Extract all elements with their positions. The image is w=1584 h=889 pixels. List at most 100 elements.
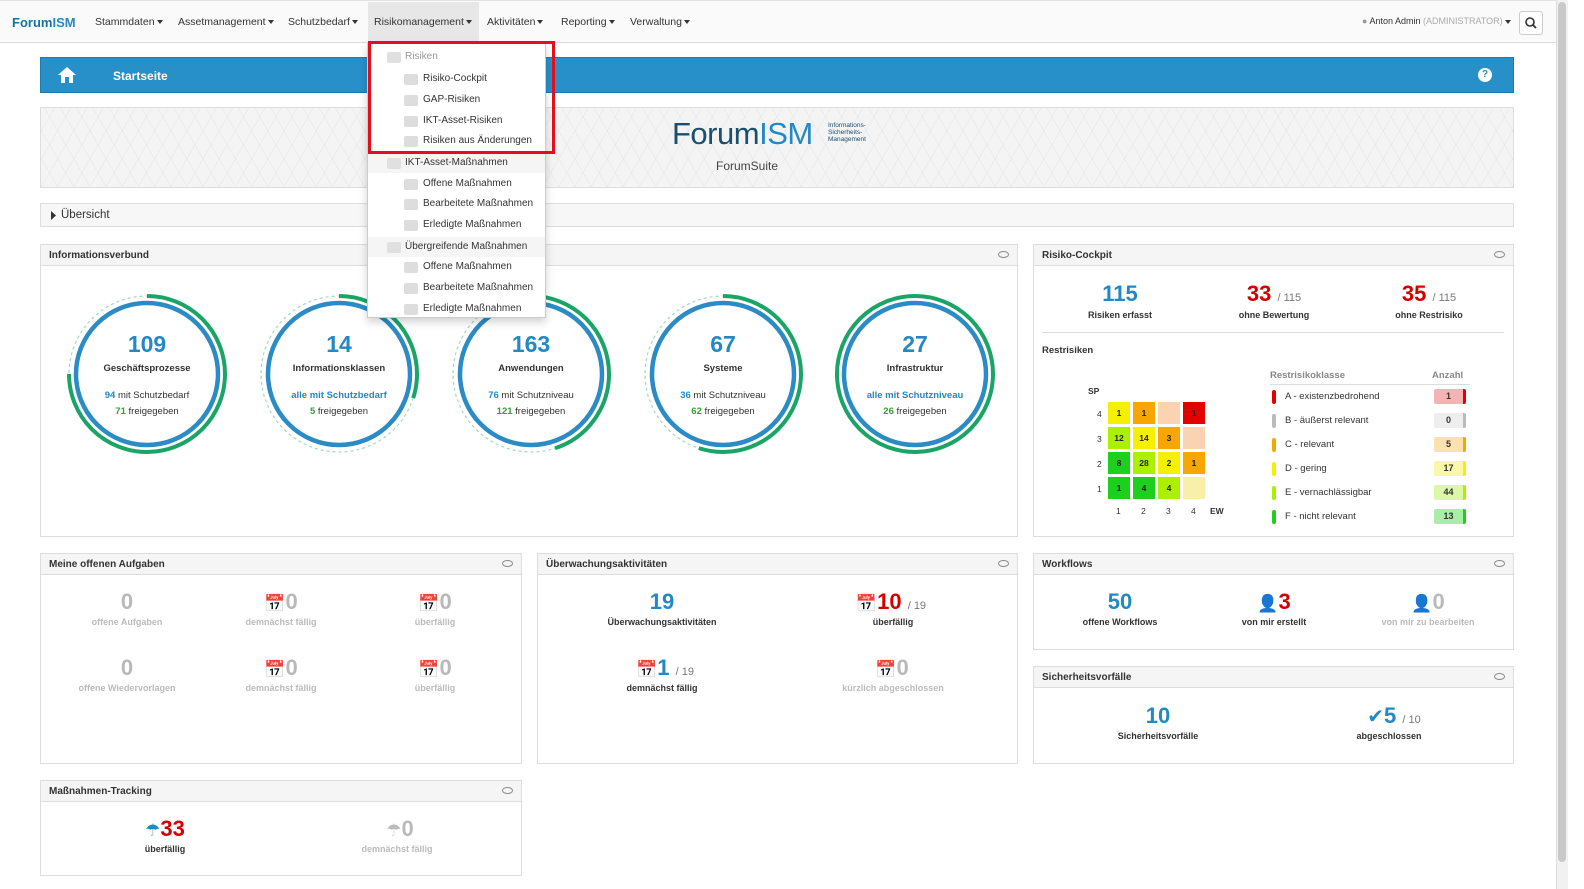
menu-item-ikt-asset-massnahmen[interactable]: IKT-Asset-Maßnahmen: [368, 153, 545, 173]
heatmap-cell[interactable]: 12: [1108, 427, 1130, 449]
tracking-overdue-label: überfällig: [144, 844, 186, 854]
monitoring-due-soon[interactable]: 📅1 / 19: [636, 655, 694, 680]
ring-line-2: 5 freigegeben: [309, 406, 369, 417]
eye-icon[interactable]: [502, 560, 513, 567]
nav-reporting[interactable]: Reporting: [555, 2, 621, 43]
ring-geschäftsprozesse[interactable]: 109 Geschäftsprozesse 94 mit Schutzbedarf 7…: [63, 290, 231, 458]
residual-class-row[interactable]: F - nicht relevant 13: [1272, 509, 1472, 525]
menu-item-offene-massnahmen[interactable]: Offene Maßnahmen: [368, 174, 545, 194]
class-name: F - nicht relevant: [1285, 511, 1356, 522]
heatmap-cell[interactable]: 28: [1133, 452, 1155, 474]
page-title: Startseite: [113, 69, 168, 83]
menu-item-risiko-cockpit[interactable]: Risiko-Cockpit: [368, 69, 545, 89]
heatmap-cell[interactable]: 3: [1158, 427, 1180, 449]
panel-title: Meine offenen Aufgaben: [49, 559, 165, 570]
menu-item-bearbeitete-massnahmen-2[interactable]: Bearbeitete Maßnahmen: [368, 278, 545, 298]
ring-label: Geschäftsprozesse: [103, 363, 191, 374]
task-count[interactable]: 📅0: [418, 589, 452, 614]
panel-title: Sicherheitsvorfälle: [1042, 672, 1132, 683]
overview-toggle[interactable]: Übersicht: [40, 203, 1514, 227]
calendar-icon: 📅: [418, 660, 440, 679]
heatmap-cell[interactable]: 8: [1108, 452, 1130, 474]
ring-infrastruktur[interactable]: 27 Infrastruktur alle mit Schutzniveau 26 f…: [831, 290, 999, 458]
incidents-total[interactable]: 10: [1145, 703, 1171, 728]
truck-icon: [404, 199, 418, 210]
class-header: Restrisikoklasse: [1270, 370, 1345, 381]
ring-line-2: 26 freigegeben: [883, 406, 947, 417]
heatmap-cell[interactable]: 14: [1133, 427, 1155, 449]
menu-item-ikt-asset-risiken[interactable]: IKT-Asset-Risiken: [368, 111, 545, 131]
risks-unrated[interactable]: 33 / 115: [1246, 281, 1302, 306]
check-icon: ✔: [1367, 706, 1385, 728]
eye-icon[interactable]: [1494, 560, 1505, 567]
menu-item-offene-massnahmen-2[interactable]: Offene Maßnahmen: [368, 257, 545, 277]
nav-assetmanagement[interactable]: Assetmanagement: [172, 2, 280, 43]
heatmap-cell[interactable]: [1158, 402, 1180, 424]
heatmap-cell[interactable]: 1: [1108, 402, 1130, 424]
eye-icon[interactable]: [1494, 251, 1505, 258]
residual-class-row[interactable]: D - gering 17: [1272, 461, 1472, 477]
ring-systeme[interactable]: 67 Systeme 36 mit Schutzniveau 62 freigegeb…: [639, 290, 807, 458]
menu-item-erledigte-massnahmen-2[interactable]: Erledigte Maßnahmen: [368, 299, 545, 319]
menu-item-risiken-aus-aenderungen[interactable]: Risiken aus Änderungen: [368, 131, 545, 151]
residual-risks-title: Restrisiken: [1042, 345, 1094, 356]
nav-schutzbedarf[interactable]: Schutzbedarf: [282, 2, 364, 43]
monitoring-overdue-label: überfällig: [872, 617, 914, 627]
list-icon: [387, 52, 401, 63]
nav-verwaltung[interactable]: Verwaltung: [624, 2, 696, 43]
menu-item-gap-risiken[interactable]: GAP-Risiken: [368, 90, 545, 110]
help-icon[interactable]: ?: [1478, 68, 1492, 82]
monitoring-total[interactable]: 19: [649, 589, 675, 614]
heatmap-col-label: 1: [1116, 506, 1121, 516]
search-button[interactable]: [1519, 11, 1543, 35]
heatmap-row-label: 4: [1097, 409, 1102, 419]
monitoring-overdue[interactable]: 📅10 / 19: [855, 589, 927, 614]
risks-total[interactable]: 115: [1102, 281, 1138, 306]
heatmap-cell[interactable]: 4: [1158, 477, 1180, 499]
eye-icon[interactable]: [1494, 673, 1505, 680]
incidents-closed[interactable]: ✔5 / 10: [1367, 703, 1421, 728]
heatmap-cell[interactable]: 1: [1133, 402, 1155, 424]
menu-item-bearbeitete-massnahmen[interactable]: Bearbeitete Maßnahmen: [368, 194, 545, 214]
heatmap-cell[interactable]: 1: [1183, 452, 1205, 474]
menu-item-uebergreifende-massnahmen[interactable]: Übergreifende Maßnahmen: [368, 237, 545, 257]
task-label: offene Aufgaben: [91, 617, 163, 627]
task-count[interactable]: 0: [120, 589, 134, 614]
residual-class-row[interactable]: C - relevant 5: [1272, 437, 1472, 453]
eye-icon[interactable]: [502, 787, 513, 794]
task-count[interactable]: 📅0: [418, 655, 452, 680]
warning-icon: [404, 74, 418, 85]
heatmap-cell[interactable]: [1183, 477, 1205, 499]
heatmap-cell[interactable]: 1: [1183, 402, 1205, 424]
monitoring-completed[interactable]: 📅0: [875, 655, 909, 680]
workflows-created[interactable]: 👤3: [1257, 589, 1291, 614]
tracking-overdue[interactable]: ☂33: [145, 816, 185, 841]
nav-risikomanagement[interactable]: Risikomanagement: [368, 2, 479, 43]
eye-icon[interactable]: [998, 251, 1009, 258]
nav-stammdaten[interactable]: Stammdaten: [89, 2, 169, 43]
risks-no-residual[interactable]: 35 / 115: [1401, 281, 1457, 306]
brand-logo[interactable]: ForumISM: [12, 15, 76, 30]
task-count[interactable]: 📅0: [264, 655, 298, 680]
class-name: C - relevant: [1285, 439, 1335, 450]
scrollbar-thumb[interactable]: [1558, 2, 1566, 862]
heatmap-cell[interactable]: 2: [1158, 452, 1180, 474]
user-menu[interactable]: ● Anton Admin (ADMINISTRATOR): [1362, 16, 1511, 26]
heatmap-cell[interactable]: 1: [1108, 477, 1130, 499]
menu-item-erledigte-massnahmen[interactable]: Erledigte Maßnahmen: [368, 215, 545, 235]
task-count[interactable]: 📅0: [264, 589, 298, 614]
heatmap-cell[interactable]: 4: [1133, 477, 1155, 499]
workflows-open[interactable]: 50: [1107, 589, 1133, 614]
workflows-to-edit[interactable]: 👤0: [1411, 589, 1445, 614]
risks-unrated-label: ohne Bewertung: [1238, 310, 1310, 320]
residual-class-row[interactable]: A - existenzbedrohend 1: [1272, 389, 1472, 405]
ring-informationsklassen[interactable]: 14 Informationsklassen alle mit Schutzbeda…: [255, 290, 423, 458]
residual-class-row[interactable]: E - vernachlässigbar 44: [1272, 485, 1472, 501]
task-count[interactable]: 0: [120, 655, 134, 680]
heatmap-cell[interactable]: [1183, 427, 1205, 449]
tracking-due-soon[interactable]: ☂0: [386, 816, 414, 841]
ring-count: 27: [902, 331, 928, 357]
nav-aktivitaeten[interactable]: Aktivitäten: [481, 2, 549, 43]
eye-icon[interactable]: [998, 560, 1009, 567]
residual-class-row[interactable]: B - äußerst relevant 0: [1272, 413, 1472, 429]
